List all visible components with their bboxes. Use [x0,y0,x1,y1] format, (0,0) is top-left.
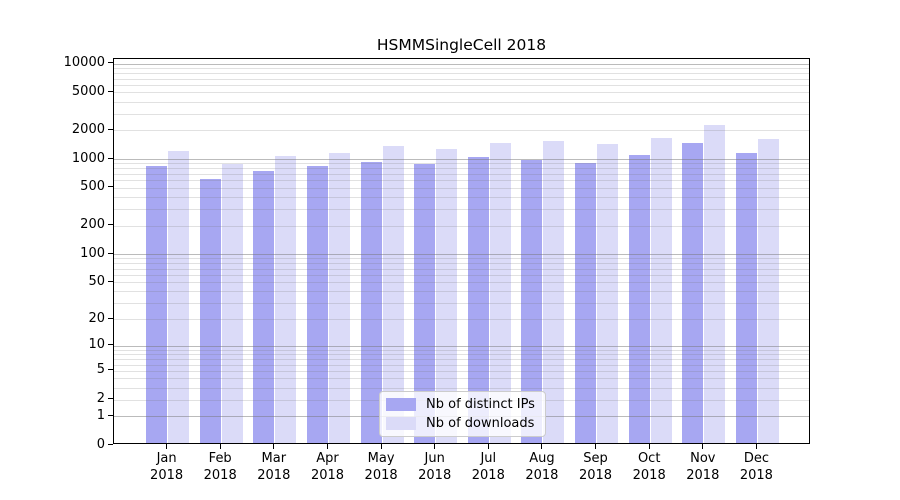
legend: Nb of distinct IPs Nb of downloads [379,391,546,437]
y-tick-mark-20 [108,317,113,319]
x-tick-label-feb: Feb 2018 [188,450,252,484]
y-tick-mark-100 [108,252,113,254]
y-tick-label-2: 2 [96,391,105,406]
y-tick-label-5: 5 [96,362,105,378]
bar-nb-of-downloads-sep [597,144,619,443]
y-tick-label-1000: 1000 [71,150,105,166]
y-tick-mark-2000 [108,128,113,130]
x-tick-label-mar: Mar 2018 [242,450,306,484]
bar-nb-of-distinct-ips-may [360,161,382,443]
x-tick-label-sep: Sep 2018 [564,450,628,484]
y-tick-mark-50 [108,280,113,282]
y-tick-mark-5000 [108,90,113,92]
bar-nb-of-downloads-feb [221,164,243,443]
x-tick-label-year-jun: 2018 [418,468,452,483]
legend-swatch-downloads [386,417,416,430]
y-tick-label-20: 20 [88,310,105,326]
x-tick-label-oct: Oct 2018 [617,450,681,484]
x-tick-mark-nov [702,444,704,449]
x-tick-label-year-aug: 2018 [525,468,559,483]
bar-nb-of-distinct-ips-aug [521,159,543,443]
y-tick-label-50: 50 [88,273,105,289]
x-tick-label-year-mar: 2018 [257,468,291,483]
bar-nb-of-distinct-ips-mar [253,171,275,443]
y-tick-mark-500 [108,186,113,188]
legend-item-downloads: Nb of downloads [386,416,535,431]
bar-nb-of-distinct-ips-jan [146,166,168,443]
bar-nb-of-distinct-ips-nov [682,142,704,443]
bar-nb-of-distinct-ips-jun [414,164,436,443]
y-tick-label-100: 100 [80,245,105,261]
y-tick-mark-5 [108,369,113,371]
bar-nb-of-downloads-may [382,145,404,443]
x-tick-label-aug: Aug 2018 [510,450,574,484]
y-tick-label-200: 200 [80,217,105,232]
y-tick-mark-10 [108,344,113,346]
x-tick-mark-sep [595,444,596,449]
bar-nb-of-distinct-ips-apr [306,165,328,443]
x-tick-label-year-jul: 2018 [471,468,505,483]
bar-nb-of-distinct-ips-sep [575,163,597,443]
chart-title: HSMMSingleCell 2018 [376,36,547,54]
plot-area: Nb of distinct IPs Nb of downloads [113,58,810,444]
x-tick-label-year-oct: 2018 [632,468,666,483]
bars-layer [114,59,809,443]
y-tick-label-10: 10 [88,337,105,353]
bar-nb-of-distinct-ips-dec [735,153,757,443]
x-tick-mark-jul [487,444,489,449]
x-tick-mark-aug [541,444,543,449]
x-tick-label-year-may: 2018 [364,468,398,483]
x-tick-label-apr: Apr 2018 [296,450,360,484]
y-tick-label-10000: 10000 [63,55,105,71]
x-tick-mark-may [380,444,382,449]
y-tick-label-1: 1 [96,407,105,423]
legend-label-downloads: Nb of downloads [426,416,535,431]
bar-nb-of-distinct-ips-feb [199,178,221,443]
y-tick-label-500: 500 [80,179,105,195]
x-tick-label-year-sep: 2018 [578,468,613,483]
bar-nb-of-distinct-ips-oct [628,155,650,443]
bar-nb-of-downloads-jun [436,149,458,443]
y-tick-mark-2 [108,398,113,399]
y-tick-label-0: 0 [96,436,105,452]
x-tick-label-jun: Jun 2018 [403,450,467,484]
x-tick-label-jan: Jan 2018 [135,450,199,484]
bar-nb-of-downloads-apr [328,152,350,443]
bar-nb-of-downloads-nov [704,125,726,443]
bar-nb-of-downloads-oct [650,138,672,443]
bar-nb-of-downloads-aug [543,141,565,443]
bar-nb-of-downloads-dec [757,138,779,443]
x-tick-mark-dec [755,444,757,449]
x-tick-mark-feb [219,444,221,449]
y-tick-label-5000: 5000 [71,83,105,99]
bar-nb-of-distinct-ips-jul [467,157,489,443]
y-tick-mark-1000 [108,157,113,159]
x-tick-mark-mar [273,444,275,449]
x-tick-mark-jun [434,444,436,449]
legend-swatch-distinct-ips [386,398,416,411]
y-tick-label-2000: 2000 [71,121,105,137]
y-tick-mark-200 [108,224,113,225]
x-tick-label-nov: Nov 2018 [671,450,735,484]
y-tick-mark-1 [108,414,113,416]
y-tick-mark-10000 [108,62,113,64]
legend-item-distinct-ips: Nb of distinct IPs [386,397,535,412]
bar-nb-of-downloads-jul [489,143,511,443]
x-tick-mark-apr [327,444,328,449]
x-tick-label-may: May 2018 [349,450,413,484]
x-tick-label-year-nov: 2018 [686,468,720,483]
x-tick-mark-oct [648,444,650,449]
legend-label-distinct-ips: Nb of distinct IPs [426,397,535,412]
x-tick-label-dec: Dec 2018 [724,450,788,484]
y-tick-mark-0 [108,443,113,445]
x-tick-label-jul: Jul 2018 [456,450,520,484]
bar-nb-of-downloads-jan [168,151,190,443]
x-tick-label-year-jan: 2018 [150,468,184,483]
x-tick-label-year-dec: 2018 [739,468,773,483]
x-tick-label-year-apr: 2018 [310,468,345,483]
x-tick-label-year-feb: 2018 [203,468,237,483]
bar-nb-of-downloads-mar [275,156,297,443]
x-tick-mark-jan [166,444,168,449]
